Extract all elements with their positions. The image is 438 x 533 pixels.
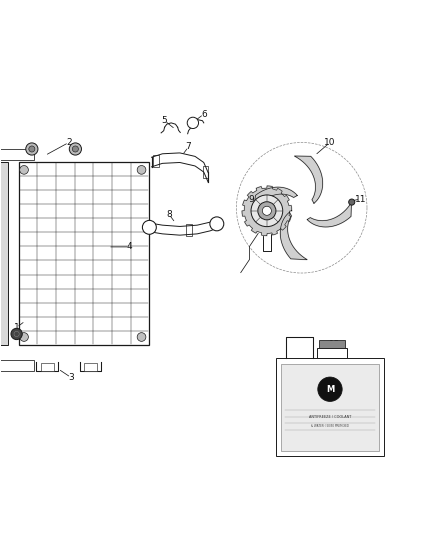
Circle shape (258, 201, 276, 220)
Bar (84, 363, 97, 371)
Bar (186, 224, 191, 236)
Polygon shape (307, 203, 351, 227)
Bar (19, 162, 149, 345)
Bar (317, 349, 347, 358)
Circle shape (349, 199, 355, 205)
Circle shape (137, 166, 146, 174)
Circle shape (142, 220, 156, 235)
Circle shape (20, 333, 28, 341)
Circle shape (318, 377, 342, 401)
Circle shape (210, 217, 224, 231)
Circle shape (187, 117, 198, 128)
Circle shape (251, 195, 283, 227)
Bar (153, 155, 159, 167)
Text: 11: 11 (355, 195, 366, 204)
Circle shape (262, 206, 272, 215)
Circle shape (20, 166, 28, 174)
Polygon shape (242, 186, 292, 236)
Bar (203, 166, 208, 178)
Text: & WATER ( 50/50 PREMIXED: & WATER ( 50/50 PREMIXED (311, 424, 349, 429)
Polygon shape (280, 212, 307, 260)
Circle shape (26, 143, 38, 155)
Bar (0, 360, 34, 371)
Text: 6: 6 (201, 110, 207, 119)
Circle shape (11, 328, 22, 340)
Polygon shape (294, 156, 323, 203)
Circle shape (72, 146, 78, 152)
Text: 10: 10 (324, 138, 336, 147)
Text: 7: 7 (186, 142, 191, 151)
Circle shape (14, 332, 19, 336)
Text: 9: 9 (249, 195, 254, 204)
Text: 4: 4 (127, 243, 133, 252)
Bar (281, 364, 379, 450)
Bar (276, 358, 385, 456)
Polygon shape (254, 187, 297, 210)
Text: 8: 8 (166, 210, 172, 219)
Circle shape (29, 146, 35, 152)
Bar (0, 162, 8, 345)
Text: 3: 3 (68, 373, 74, 382)
Text: 1: 1 (14, 323, 20, 332)
Text: 2: 2 (66, 138, 72, 147)
Bar (41, 363, 53, 371)
Circle shape (137, 333, 146, 341)
Text: M: M (326, 385, 334, 394)
Text: ANTIFREEZE / COOLANT: ANTIFREEZE / COOLANT (309, 415, 351, 418)
Circle shape (69, 143, 81, 155)
Bar (0, 149, 34, 160)
Text: 12: 12 (328, 341, 340, 349)
Text: 5: 5 (162, 116, 167, 125)
Bar (319, 341, 345, 349)
